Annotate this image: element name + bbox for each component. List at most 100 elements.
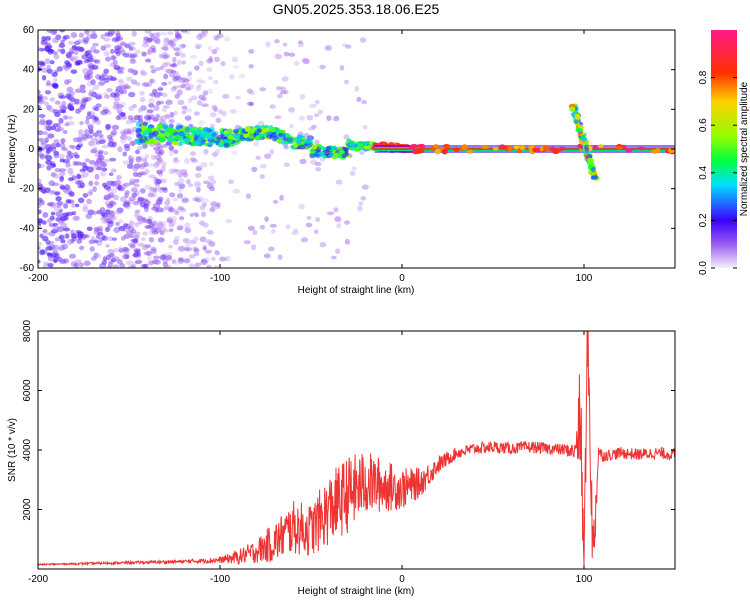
noise-mark [155, 113, 161, 118]
carrier-mark [461, 144, 469, 151]
noise-mark [153, 146, 161, 151]
spectrogram-ytick-label: 60 [23, 25, 35, 36]
noise-mark [122, 182, 131, 187]
snr-series-line [38, 331, 675, 567]
noise-mark [153, 36, 161, 42]
noise-mark [58, 153, 65, 160]
signal-mark [348, 142, 356, 147]
noise-mark [43, 154, 49, 159]
noise-mark [41, 188, 46, 194]
noise-mark [183, 258, 191, 264]
noise-mark [61, 100, 67, 107]
noise-mark [199, 94, 206, 100]
noise-mark [71, 203, 76, 208]
noise-mark [182, 238, 190, 244]
noise-mark [48, 190, 56, 195]
noise-mark [55, 34, 62, 41]
colorbar-tick-label: 0.6 [698, 118, 709, 132]
noise-mark [99, 162, 107, 168]
carrier-mark [519, 145, 526, 151]
noise-mark [202, 202, 207, 207]
noise-mark [45, 154, 53, 161]
noise-mark [182, 172, 188, 178]
noise-mark [54, 100, 61, 105]
figure-title: GN05.2025.353.18.06.E25 [273, 1, 440, 17]
noise-mark [76, 173, 82, 180]
noise-mark [92, 49, 100, 54]
noise-mark [38, 60, 45, 66]
noise-mark [92, 146, 98, 153]
signal-mark [161, 123, 169, 129]
noise-mark [248, 49, 255, 54]
noise-mark [208, 161, 214, 167]
noise-mark [116, 43, 122, 49]
noise-mark [172, 168, 178, 173]
spectrogram-ylabel: Frequency (Hz) [7, 115, 18, 184]
noise-mark [184, 246, 189, 252]
noise-mark [134, 222, 140, 228]
snr-ytick-label: 4000 [22, 438, 33, 461]
noise-mark [38, 94, 44, 100]
crossing-mark [590, 167, 596, 173]
noise-mark [259, 174, 265, 179]
noise-mark [119, 101, 126, 108]
noise-mark [155, 178, 163, 185]
signal-mark [360, 141, 368, 147]
noise-mark [144, 153, 150, 160]
noise-mark [283, 145, 289, 150]
noise-mark [44, 46, 52, 52]
noise-mark [44, 58, 51, 65]
noise-mark [95, 93, 103, 97]
noise-mark [214, 56, 221, 63]
noise-mark [143, 82, 150, 87]
noise-mark [133, 211, 139, 217]
signal-mark [250, 128, 255, 135]
noise-mark [119, 66, 126, 71]
noise-mark [118, 219, 124, 224]
noise-mark [161, 81, 168, 86]
noise-mark [74, 262, 79, 268]
noise-mark [55, 142, 61, 148]
noise-mark [112, 264, 120, 268]
noise-mark [156, 159, 162, 165]
noise-mark [46, 64, 51, 69]
noise-mark [140, 71, 148, 76]
noise-mark [84, 158, 91, 163]
noise-mark [39, 118, 46, 123]
signal-mark [174, 134, 182, 141]
noise-mark [64, 60, 70, 65]
noise-mark [198, 120, 205, 126]
noise-mark [189, 151, 197, 156]
noise-mark [98, 139, 106, 145]
noise-mark [38, 178, 42, 184]
noise-mark [44, 137, 49, 143]
noise-mark [54, 191, 60, 196]
noise-mark [148, 260, 154, 266]
noise-mark [206, 88, 214, 95]
noise-mark [169, 192, 176, 198]
noise-mark [42, 131, 48, 136]
signal-mark [194, 134, 199, 140]
signal-mark [258, 133, 264, 139]
noise-mark [55, 196, 62, 202]
noise-mark [63, 258, 70, 264]
noise-mark [74, 88, 82, 94]
noise-mark [72, 160, 78, 166]
noise-mark [186, 108, 192, 113]
noise-mark [44, 125, 49, 131]
noise-mark [106, 186, 112, 192]
signal-mark [135, 128, 142, 133]
signal-mark [276, 138, 283, 143]
noise-mark [44, 35, 52, 41]
noise-mark [44, 101, 49, 106]
noise-mark [180, 77, 187, 81]
noise-mark [134, 178, 140, 183]
noise-mark [246, 101, 254, 106]
noise-mark [106, 213, 115, 219]
noise-mark [59, 260, 65, 265]
noise-mark [194, 213, 199, 218]
noise-mark [345, 44, 352, 49]
noise-mark [174, 181, 180, 186]
noise-mark [103, 37, 111, 42]
noise-mark [269, 149, 275, 155]
